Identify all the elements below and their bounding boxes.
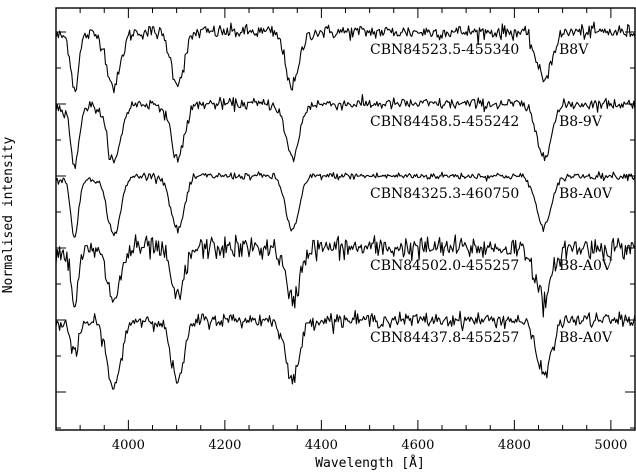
ticks-layer: 4000 4200 4400 4600 4800 5000 bbox=[56, 8, 636, 453]
spectra-layer bbox=[55, 21, 636, 390]
star-name-label: CBN84325.3-460750 bbox=[370, 186, 519, 202]
x-tick-label: 5000 bbox=[594, 438, 627, 453]
star-name-label: CBN84502.0-455257 bbox=[370, 258, 519, 274]
spectral-type-label: B8V bbox=[559, 42, 589, 58]
spectral-type-label: B8-A0V bbox=[559, 186, 613, 202]
spectrum-line-4 bbox=[55, 234, 636, 318]
spectrum-line-2 bbox=[55, 94, 636, 170]
x-tick-label: 4000 bbox=[112, 438, 145, 453]
spectral-type-label: B8-A0V bbox=[559, 258, 613, 274]
spectral-type-label: B8-9V bbox=[559, 114, 603, 130]
x-tick-label: 4400 bbox=[305, 438, 338, 453]
labels-layer: CBN84523.5-455340 B8V CBN84458.5-455242 B8-… bbox=[370, 42, 613, 346]
star-name-label: CBN84437.8-455257 bbox=[370, 330, 519, 346]
spectral-type-label: B8-A0V bbox=[559, 330, 613, 346]
spectrum-line-5 bbox=[55, 310, 636, 390]
x-axis-label: Wavelength [Å] bbox=[315, 455, 425, 471]
spectrum-line-1 bbox=[55, 21, 636, 94]
x-tick-label: 4600 bbox=[401, 438, 434, 453]
spectrum-line-3 bbox=[55, 171, 636, 238]
x-tick-label: 4800 bbox=[498, 438, 531, 453]
star-name-label: CBN84523.5-455340 bbox=[370, 42, 519, 58]
x-tick-label: 4200 bbox=[208, 438, 241, 453]
y-axis-label: Normalised intensity bbox=[1, 137, 16, 294]
plot-frame bbox=[55, 7, 636, 431]
star-name-label: CBN84458.5-455242 bbox=[370, 114, 519, 130]
